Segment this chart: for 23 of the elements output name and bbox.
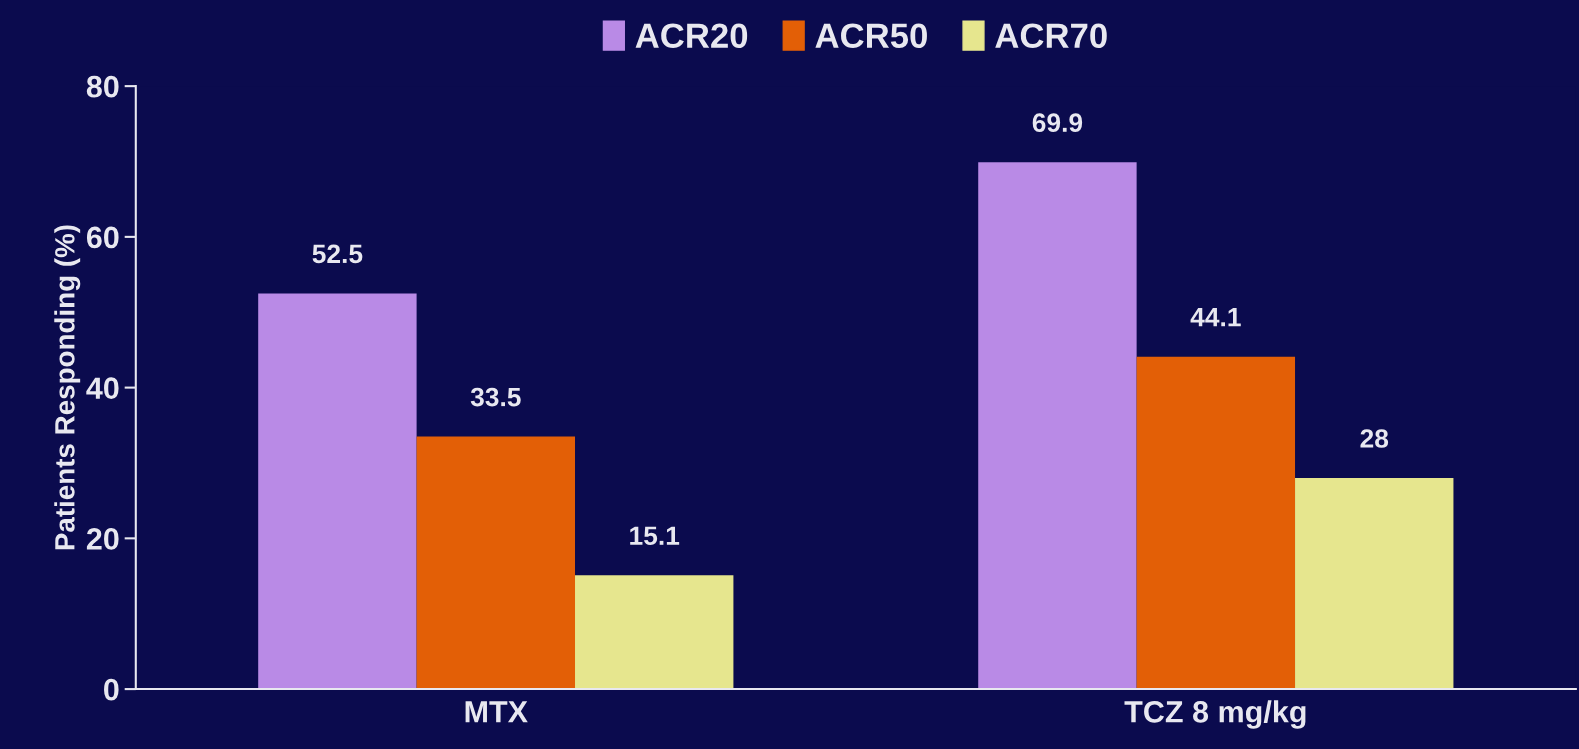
y-tick-label: 60 [86,226,119,249]
bar [258,293,417,690]
y-tick-label: 20 [86,528,119,550]
bar [1136,356,1296,690]
y-tick-label: 80 [86,75,119,98]
data-label: 33.5 [470,387,521,407]
data-label: 28 [1360,429,1389,448]
y-axis-title: Patients Responding (%) [54,225,81,550]
bar [575,575,734,690]
legend-label: ACR20 [635,23,748,49]
bar [416,436,576,690]
x-tick-label: TCZ 8 mg/kg [1124,700,1306,729]
data-label: 44.1 [1190,308,1241,327]
bar [1295,478,1454,690]
legend-label: ACR50 [815,23,927,49]
y-tick-label: 0 [104,678,119,701]
x-tick-label: MTX [465,701,528,723]
bar [978,162,1137,690]
legend-label: ACR70 [995,23,1107,49]
y-tick-label: 40 [86,377,119,399]
data-label: 15.1 [630,526,680,546]
data-label: 69.9 [1032,113,1083,133]
data-label: 52.5 [312,244,363,264]
